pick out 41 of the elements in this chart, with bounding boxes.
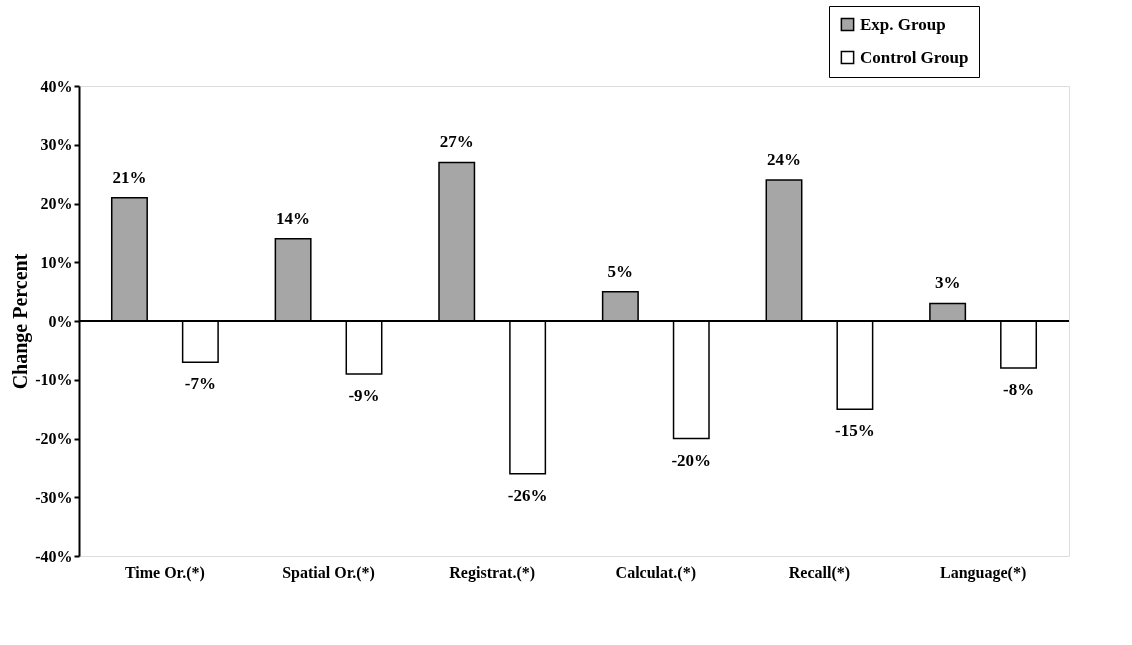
y-tick-label: -40% (35, 547, 73, 565)
legend-label: Control Group (860, 47, 969, 67)
bar (345, 320, 383, 375)
bar (110, 196, 148, 322)
bar (672, 320, 710, 440)
data-label: -8% (1002, 380, 1035, 399)
data-label: -20% (671, 450, 712, 470)
y-tick-label: -10% (35, 371, 73, 389)
y-tick-label: -30% (35, 488, 73, 506)
data-label: 5% (607, 261, 634, 281)
bar (1000, 320, 1038, 369)
x-tick-label: Time Or.(*) (124, 563, 205, 582)
y-tick-label: 0% (48, 312, 73, 330)
data-label: 3% (934, 273, 961, 293)
y-tick-label: 10% (40, 253, 73, 271)
bar (438, 161, 476, 322)
data-label: -7% (184, 374, 216, 394)
data-label: 21% (112, 167, 147, 187)
y-tick-label: 20% (40, 195, 73, 212)
bar (274, 238, 312, 322)
data-label: -9% (348, 385, 380, 405)
bar (765, 179, 803, 322)
y-tick-label: 30% (40, 136, 73, 154)
data-label: -26% (507, 485, 548, 505)
y-axis-title: Change Percent (9, 253, 33, 390)
data-label: 14% (276, 208, 311, 228)
data-label: -15% (835, 421, 875, 441)
y-tick-label: 40% (40, 77, 73, 95)
x-tick-label: Registrat.(*) (449, 563, 536, 582)
x-tick-label: Calculat.(*) (615, 563, 697, 582)
bar (601, 290, 639, 322)
bar (509, 320, 547, 475)
bar (181, 320, 219, 363)
legend-label: Exp. Group (860, 14, 946, 34)
data-label: 24% (767, 150, 801, 169)
x-tick-label: Spatial Or.(*) (282, 563, 375, 582)
bar (836, 320, 874, 410)
y-tick-label: -20% (35, 430, 73, 447)
x-tick-label: Recall(*) (788, 563, 851, 582)
x-tick-label: Language(*) (939, 563, 1027, 582)
data-label: 27% (439, 132, 474, 152)
